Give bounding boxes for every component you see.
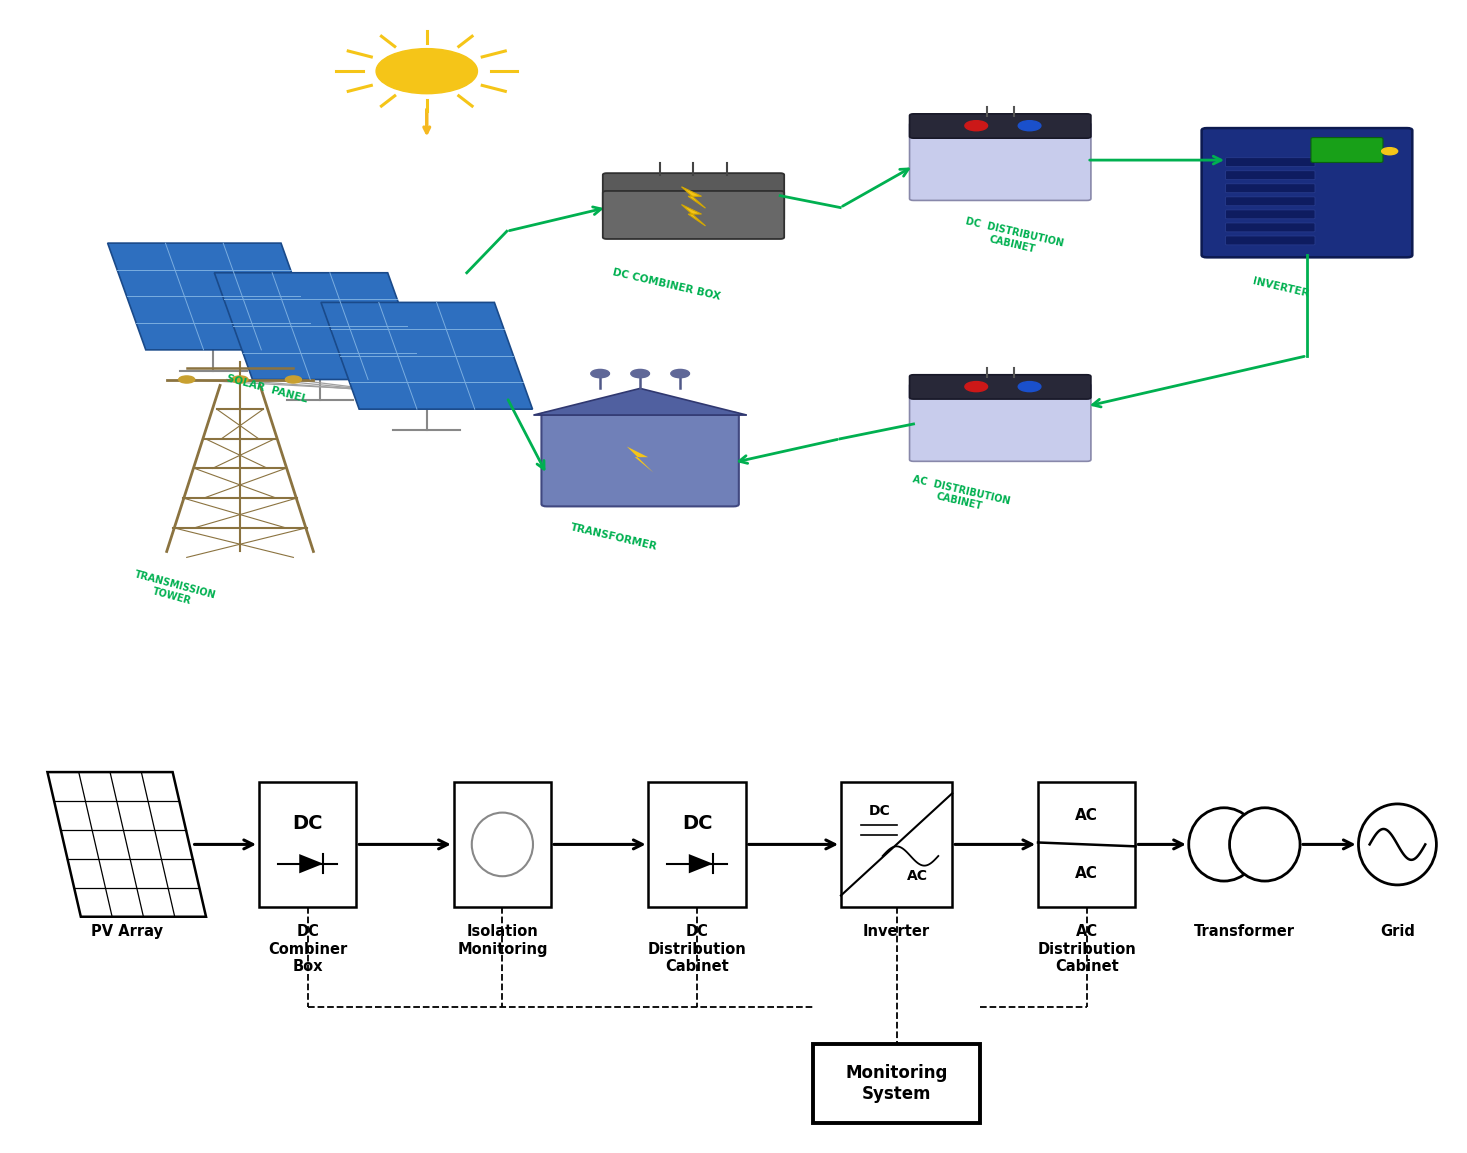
Text: DC: DC (682, 814, 713, 832)
FancyBboxPatch shape (1225, 236, 1314, 244)
Bar (813, 1043, 980, 1123)
Circle shape (591, 369, 609, 378)
FancyBboxPatch shape (1225, 183, 1314, 193)
FancyBboxPatch shape (910, 122, 1091, 201)
Text: Inverter: Inverter (863, 925, 930, 940)
Circle shape (472, 813, 533, 876)
Text: AC
Distribution
Cabinet: AC Distribution Cabinet (1037, 925, 1135, 974)
Circle shape (965, 382, 987, 392)
Text: INVERTER: INVERTER (1251, 276, 1310, 299)
FancyBboxPatch shape (603, 173, 785, 221)
Text: AC  DISTRIBUTION
CABINET: AC DISTRIBUTION CABINET (910, 474, 1011, 518)
Circle shape (631, 369, 650, 378)
Text: TRANSFORMER: TRANSFORMER (569, 522, 657, 551)
Circle shape (670, 369, 689, 378)
Bar (1039, 782, 1135, 907)
Text: DC COMBINER BOX: DC COMBINER BOX (612, 266, 722, 301)
Circle shape (179, 376, 195, 383)
FancyBboxPatch shape (910, 114, 1091, 138)
Text: DC: DC (868, 804, 890, 817)
Bar (841, 782, 952, 907)
Text: Transformer: Transformer (1194, 925, 1295, 940)
Text: AC: AC (1075, 866, 1099, 881)
Text: DC
Combiner
Box: DC Combiner Box (268, 925, 348, 974)
FancyBboxPatch shape (1225, 158, 1314, 167)
Circle shape (1382, 148, 1398, 155)
Circle shape (1358, 804, 1436, 884)
Polygon shape (689, 854, 713, 873)
Polygon shape (534, 389, 747, 415)
FancyBboxPatch shape (1225, 223, 1314, 232)
Text: PV Array: PV Array (91, 925, 163, 940)
Text: SOLAR  PANEL: SOLAR PANEL (226, 374, 308, 405)
FancyBboxPatch shape (1311, 137, 1383, 163)
Polygon shape (299, 854, 323, 873)
Polygon shape (107, 243, 320, 349)
Circle shape (286, 376, 301, 383)
Bar (453, 782, 552, 907)
Text: DC  DISTRIBUTION
CABINET: DC DISTRIBUTION CABINET (962, 217, 1065, 261)
Polygon shape (321, 302, 533, 409)
Polygon shape (682, 204, 706, 226)
FancyBboxPatch shape (1201, 128, 1413, 257)
Circle shape (232, 376, 248, 383)
FancyBboxPatch shape (910, 384, 1091, 461)
FancyBboxPatch shape (603, 191, 785, 239)
FancyBboxPatch shape (1225, 171, 1314, 180)
FancyBboxPatch shape (910, 375, 1091, 399)
Text: DC: DC (292, 814, 323, 832)
Bar (258, 782, 356, 907)
Text: Monitoring
System: Monitoring System (845, 1064, 948, 1103)
Polygon shape (626, 446, 653, 473)
Polygon shape (214, 273, 425, 379)
Text: Grid: Grid (1380, 925, 1414, 940)
Circle shape (1018, 382, 1042, 392)
Polygon shape (682, 187, 706, 209)
Circle shape (1018, 121, 1042, 130)
Polygon shape (47, 773, 205, 917)
Text: AC: AC (907, 869, 927, 883)
FancyBboxPatch shape (1225, 197, 1314, 205)
Circle shape (1188, 808, 1259, 881)
Circle shape (376, 48, 477, 93)
Bar (648, 782, 745, 907)
FancyBboxPatch shape (1225, 210, 1314, 219)
Circle shape (1229, 808, 1300, 881)
Text: DC
Distribution
Cabinet: DC Distribution Cabinet (648, 925, 747, 974)
Circle shape (965, 121, 987, 130)
Text: AC: AC (1075, 808, 1099, 823)
FancyBboxPatch shape (541, 413, 739, 506)
Text: TRANSMISSION
TOWER: TRANSMISSION TOWER (131, 570, 217, 612)
Text: Isolation
Monitoring: Isolation Monitoring (458, 925, 547, 957)
